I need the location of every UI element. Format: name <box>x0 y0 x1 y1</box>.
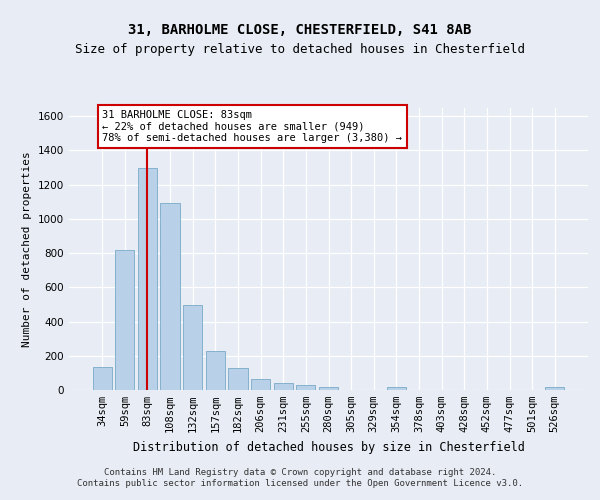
Bar <box>387 387 406 390</box>
Text: Size of property relative to detached houses in Chesterfield: Size of property relative to detached ho… <box>75 42 525 56</box>
Bar <box>229 368 248 390</box>
Text: 31 BARHOLME CLOSE: 83sqm
← 22% of detached houses are smaller (949)
78% of semi-: 31 BARHOLME CLOSE: 83sqm ← 22% of detach… <box>102 110 402 143</box>
Bar <box>160 204 180 390</box>
Text: 31, BARHOLME CLOSE, CHESTERFIELD, S41 8AB: 31, BARHOLME CLOSE, CHESTERFIELD, S41 8A… <box>128 22 472 36</box>
Y-axis label: Number of detached properties: Number of detached properties <box>22 151 32 346</box>
Bar <box>545 387 565 390</box>
Text: Contains HM Land Registry data © Crown copyright and database right 2024.
Contai: Contains HM Land Registry data © Crown c… <box>77 468 523 487</box>
Bar <box>115 250 134 390</box>
Bar <box>319 387 338 390</box>
Bar <box>296 386 316 390</box>
Bar <box>138 168 157 390</box>
Bar <box>92 367 112 390</box>
X-axis label: Distribution of detached houses by size in Chesterfield: Distribution of detached houses by size … <box>133 440 524 454</box>
Bar <box>183 305 202 390</box>
Bar <box>251 379 270 390</box>
Bar <box>206 350 225 390</box>
Bar <box>274 384 293 390</box>
